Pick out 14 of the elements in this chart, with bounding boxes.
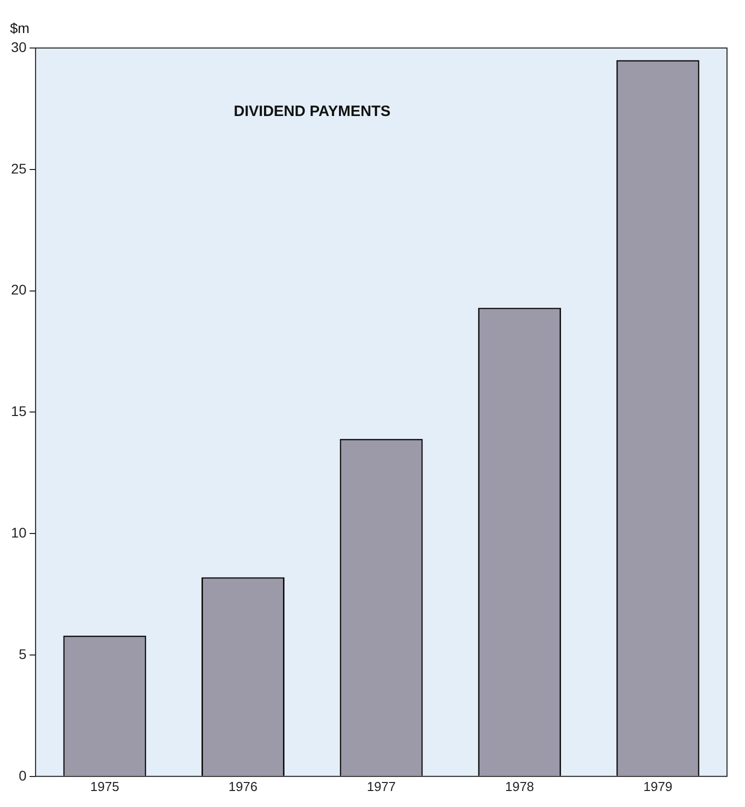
x-tick-label: 1975 bbox=[90, 778, 120, 794]
y-tick-label: 30 bbox=[10, 38, 27, 55]
y-tick-label: 0 bbox=[18, 767, 27, 784]
x-tick-label: 1978 bbox=[505, 778, 534, 794]
y-tick-label: 25 bbox=[10, 160, 27, 176]
y-tick-label: 10 bbox=[10, 524, 27, 540]
x-tick-label: 1976 bbox=[228, 778, 258, 794]
y-tick-label: 15 bbox=[10, 403, 27, 420]
y-tick-label: 5 bbox=[18, 646, 27, 662]
y-tick-label: 20 bbox=[10, 282, 27, 298]
x-tick-label: 1979 bbox=[643, 778, 672, 794]
text: DIVIDEND PAYMENTS bbox=[234, 103, 390, 120]
x-tick-label: 1977 bbox=[366, 778, 396, 794]
y-axis-title: $m bbox=[10, 20, 30, 36]
